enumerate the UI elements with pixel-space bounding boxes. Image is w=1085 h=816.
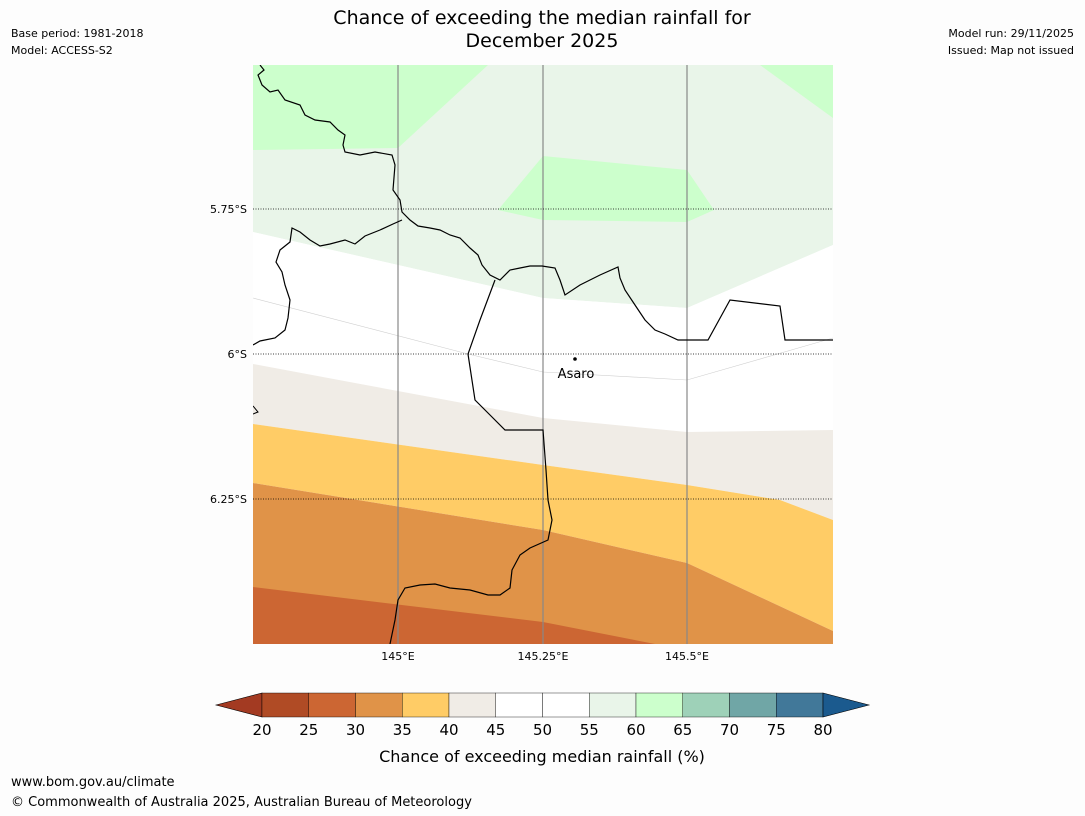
region-60-65-northwest [253, 65, 488, 150]
colorbar-bin-45-50 [495, 692, 543, 718]
colorbar: 20 25 30 35 40 45 50 55 60 65 70 75 80 Chance of exc… [214, 692, 871, 766]
colorbar-tick-65: 65 [673, 721, 692, 739]
colorbar-bin-55-60 [589, 692, 637, 718]
footer-url: www.bom.gov.au/climate [11, 775, 175, 790]
chart-title-line1: Chance of exceeding the median rainfall … [333, 7, 751, 29]
colorbar-over-arrow [822, 692, 871, 718]
footer-copyright: © Commonwealth of Australia 2025, Austra… [11, 795, 472, 810]
base-period-text: Base period: 1981-2018 [11, 27, 144, 40]
meta-right: Model run: 29/11/2025 Issued: Map not is… [948, 25, 1074, 59]
region-60-65-northeast [760, 65, 833, 118]
colorbar-tick-60: 60 [626, 721, 645, 739]
colorbar-under-arrow [214, 692, 263, 718]
colorbar-bin-20-25 [261, 692, 309, 718]
colorbar-bin-70-75 [729, 692, 777, 718]
model-run-text: Model run: 29/11/2025 [948, 27, 1074, 40]
colorbar-tick-55: 55 [580, 721, 599, 739]
colorbar-tick-70: 70 [720, 721, 739, 739]
lat-label-5-75: 5.75°S [210, 203, 247, 216]
colorbar-tick-30: 30 [346, 721, 365, 739]
colorbar-tick-25: 25 [299, 721, 318, 739]
province-boundary-west [253, 219, 403, 346]
colorbar-bin-40-45 [448, 692, 496, 718]
colorbar-tick-50: 50 [533, 721, 552, 739]
colorbar-bin-65-70 [682, 692, 730, 718]
rainfall-map: Asaro 5.75°S 6°S 6.25°S 145°E 145.25°E 1… [210, 65, 833, 663]
colorbar-bin-60-65 [635, 692, 683, 718]
issued-text: Issued: Map not issued [947, 44, 1074, 57]
model-text: Model: ACCESS-S2 [11, 44, 113, 57]
province-boundary-south [389, 279, 553, 644]
colorbar-tick-35: 35 [393, 721, 412, 739]
province-boundary-north [257, 65, 833, 341]
meta-left: Base period: 1981-2018 Model: ACCESS-S2 [11, 25, 143, 59]
colorbar-bin-35-40 [402, 692, 450, 718]
colorbar-bins [261, 692, 824, 718]
colorbar-label: Chance of exceeding median rainfall (%) [379, 747, 705, 766]
lon-label-145: 145°E [381, 650, 414, 663]
colorbar-bin-50-55 [542, 692, 590, 718]
lon-label-145-25: 145.25°E [518, 650, 569, 663]
province-boundary-edge [253, 405, 259, 415]
chart-title-line2: December 2025 [465, 30, 619, 52]
colorbar-bin-75-80 [776, 692, 824, 718]
colorbar-ticks: 20 25 30 35 40 45 50 55 60 65 70 75 80 [252, 721, 832, 739]
colorbar-tick-75: 75 [767, 721, 786, 739]
lat-label-6-25: 6.25°S [210, 493, 247, 506]
lon-label-145-5: 145.5°E [665, 650, 709, 663]
colorbar-tick-80: 80 [813, 721, 832, 739]
colorbar-tick-40: 40 [439, 721, 458, 739]
region-60-65-center [498, 156, 714, 222]
colorbar-tick-20: 20 [252, 721, 271, 739]
colorbar-bin-30-35 [355, 692, 403, 718]
map-plot-area: Asaro [253, 65, 833, 644]
place-label-asaro: Asaro [558, 367, 595, 382]
place-marker-asaro [573, 357, 577, 361]
region-25-30 [253, 587, 655, 644]
colorbar-bin-25-30 [308, 692, 356, 718]
chart-title: Chance of exceeding the median rainfall … [242, 7, 842, 53]
lat-label-6: 6°S [228, 348, 247, 361]
colorbar-tick-45: 45 [486, 721, 505, 739]
